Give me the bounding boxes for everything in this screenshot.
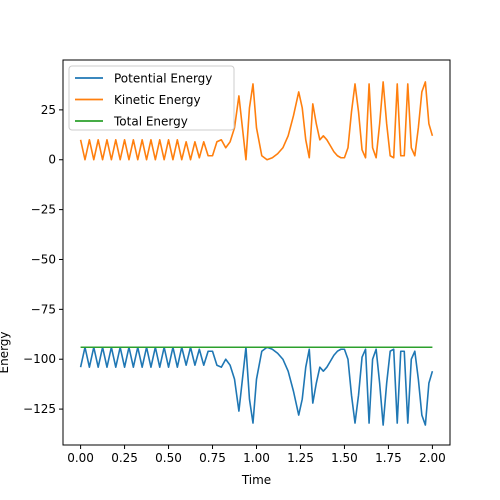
x-tick-label: 2.00: [419, 451, 446, 465]
plot-frame: [62, 59, 451, 446]
y-tick-label: −125: [23, 402, 56, 416]
x-tick-label: 1.50: [331, 451, 358, 465]
x-tick-label: 0.25: [111, 451, 138, 465]
series-line-potential-energy: [79, 346, 434, 426]
legend-label: Potential Energy: [114, 72, 212, 86]
legend: Potential Energy Kinetic Energy Total Ener…: [68, 65, 235, 131]
legend-label: Kinetic Energy: [114, 93, 201, 107]
y-tick-label: 0: [48, 153, 56, 167]
x-tick-label: 1.75: [375, 451, 402, 465]
legend-box: [68, 65, 235, 131]
x-tick-label: 0.00: [67, 451, 94, 465]
x-tick-label: 0.75: [199, 451, 226, 465]
y-axis-label: Energy: [0, 331, 11, 373]
x-tick-label: 1.25: [287, 451, 314, 465]
y-tick-label: −75: [31, 302, 56, 316]
y-tick-label: −25: [31, 203, 56, 217]
ticks-layer: 0.00 0.25 0.50 0.75 1.00 1.25 1.50 1.75 2.00 25 0 −…: [23, 103, 446, 465]
x-axis-label: Time: [241, 473, 271, 487]
series-line-kinetic-energy: [79, 81, 434, 161]
y-tick-label: −50: [31, 252, 56, 266]
y-tick-label: −100: [23, 352, 56, 366]
series-layer: [79, 81, 434, 426]
legend-label: Total Energy: [113, 115, 188, 129]
y-tick-label: 25: [41, 103, 56, 117]
x-tick-label: 1.00: [243, 451, 270, 465]
x-tick-label: 0.50: [155, 451, 182, 465]
